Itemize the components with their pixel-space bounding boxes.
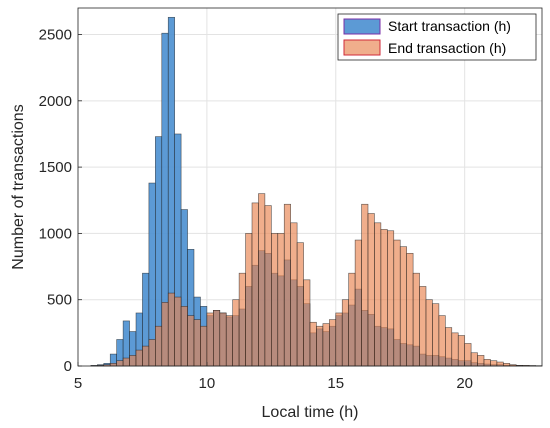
end-bar bbox=[477, 355, 485, 367]
end-bar bbox=[180, 306, 188, 367]
y-tick-label: 2500 bbox=[39, 27, 72, 44]
end-bar bbox=[490, 360, 498, 367]
end-bar bbox=[329, 319, 337, 367]
end-bar bbox=[296, 242, 304, 367]
end-bar bbox=[277, 233, 285, 367]
y-tick-label: 1000 bbox=[39, 225, 72, 242]
end-bar bbox=[374, 222, 382, 367]
end-bar bbox=[116, 360, 124, 367]
end-bar bbox=[483, 359, 491, 367]
x-tick-label: 5 bbox=[74, 375, 82, 392]
end-bar bbox=[258, 193, 266, 367]
end-bar bbox=[290, 222, 298, 367]
end-bar bbox=[193, 319, 201, 367]
end-bar bbox=[264, 205, 272, 367]
end-bar bbox=[354, 239, 362, 367]
end-bar bbox=[393, 239, 401, 367]
end-bar bbox=[316, 325, 324, 367]
end-bar bbox=[232, 299, 240, 367]
end-bar bbox=[174, 296, 182, 367]
x-axis-label: Local time (h) bbox=[262, 404, 359, 421]
end-bar bbox=[457, 335, 465, 367]
end-bar bbox=[122, 357, 130, 367]
end-bar bbox=[496, 361, 504, 367]
x-tick-label: 20 bbox=[456, 375, 473, 392]
y-tick-label: 1500 bbox=[39, 159, 72, 176]
end-bar bbox=[451, 332, 459, 367]
end-bar bbox=[213, 310, 221, 367]
end-bar bbox=[322, 323, 330, 367]
end-bar bbox=[470, 352, 478, 367]
end-bar bbox=[412, 272, 420, 367]
legend-swatch-start bbox=[343, 18, 381, 35]
end-bar bbox=[399, 246, 407, 367]
end-bar bbox=[432, 303, 440, 367]
end-bar bbox=[335, 312, 343, 367]
end-bar bbox=[135, 349, 143, 367]
x-axis-ticks: 5 10 15 20 bbox=[74, 362, 473, 392]
end-bar bbox=[367, 213, 375, 367]
legend-label-start: Start transaction (h) bbox=[388, 18, 511, 34]
end-bar bbox=[303, 279, 311, 367]
end-bar bbox=[419, 286, 427, 367]
end-bar bbox=[341, 299, 349, 367]
end-bar bbox=[238, 272, 246, 367]
legend: Start transaction (h) End transaction (h… bbox=[337, 13, 537, 61]
end-bar bbox=[148, 339, 156, 367]
end-bar bbox=[187, 315, 195, 367]
end-bar bbox=[283, 203, 291, 367]
plot-frame bbox=[77, 7, 543, 367]
end-bar bbox=[406, 252, 414, 367]
end-bar bbox=[129, 355, 137, 367]
end-bar bbox=[219, 312, 227, 367]
end-bar bbox=[348, 272, 356, 367]
end-bar bbox=[161, 302, 169, 367]
end-bar bbox=[425, 299, 433, 367]
legend-label-end: End transaction (h) bbox=[388, 40, 506, 56]
end-bar bbox=[309, 321, 317, 367]
y-tick-label: 500 bbox=[47, 292, 72, 309]
end-bar bbox=[206, 312, 214, 367]
x-tick-label: 15 bbox=[327, 375, 344, 392]
end-bar bbox=[142, 345, 150, 367]
end-bar bbox=[438, 315, 446, 367]
end-bar bbox=[271, 233, 279, 367]
end-bar bbox=[464, 343, 472, 367]
y-axis-ticks: 0 500 1000 1500 2000 2500 bbox=[39, 27, 82, 375]
end-bar bbox=[361, 203, 369, 367]
x-tick-label: 10 bbox=[199, 375, 216, 392]
end-bar bbox=[167, 292, 175, 367]
y-tick-label: 2000 bbox=[39, 93, 72, 110]
start-bar bbox=[148, 182, 156, 367]
y-tick-label: 0 bbox=[64, 358, 72, 375]
end-bar bbox=[245, 233, 253, 367]
end-bar bbox=[200, 325, 208, 367]
end-bar bbox=[380, 229, 388, 367]
end-bar bbox=[251, 202, 259, 367]
legend-swatch-end bbox=[343, 39, 381, 56]
end-bar bbox=[155, 325, 163, 367]
end-bar bbox=[445, 327, 453, 367]
y-axis-label: Number of transactions bbox=[10, 104, 27, 269]
end-bar bbox=[225, 315, 233, 367]
end-bar bbox=[387, 230, 395, 367]
